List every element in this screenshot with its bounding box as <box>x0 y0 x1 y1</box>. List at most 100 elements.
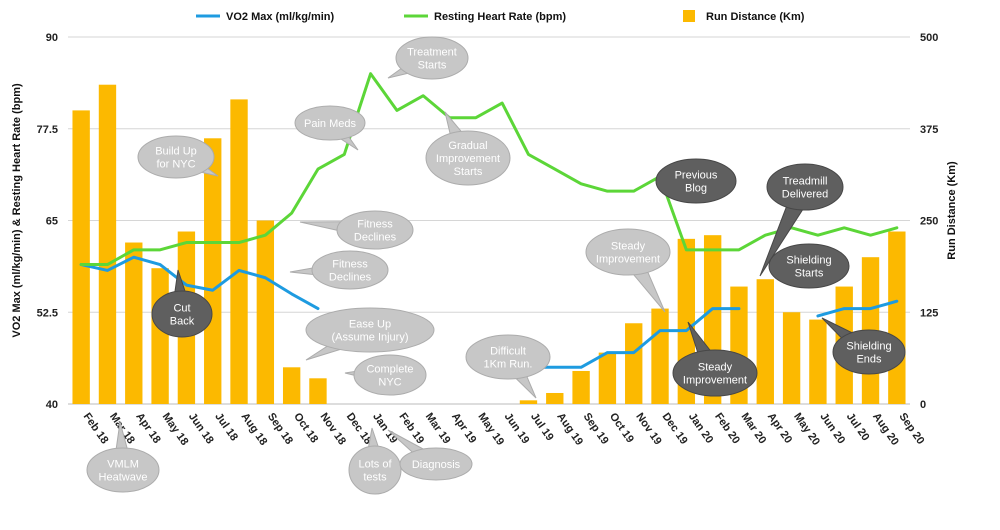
annotation-callout: Treatment Starts <box>387 36 469 80</box>
x-tick-label: Jul 19 <box>528 411 556 443</box>
x-tick-label: Jul 18 <box>212 411 240 443</box>
callout-text: Lots of tests <box>358 459 392 484</box>
run-distance-bar <box>572 370 590 404</box>
callout-text-line: Ends <box>856 354 882 366</box>
y-right-tick-label: 0 <box>920 399 926 411</box>
callout-text: Shielding Starts <box>786 255 831 280</box>
x-tick-label: Mar 20 <box>739 411 769 446</box>
run-distance-bar <box>782 312 801 404</box>
run-distance-bar <box>651 308 669 404</box>
callout-text-line: Diagnosis <box>412 459 461 471</box>
y-right-axis-title: Run Distance (Km) <box>946 161 958 260</box>
callout-text-line: Treadmill <box>783 176 828 188</box>
callout-bubble <box>137 135 215 179</box>
run-distance-bar <box>309 378 327 404</box>
y-left-tick-label: 77.5 <box>37 124 58 136</box>
callout-text: Gradual Improvement Starts <box>436 140 500 178</box>
callout-text-line: Fitness <box>357 219 393 231</box>
callout-bubble <box>348 445 402 495</box>
x-tick-label: Sep 20 <box>896 411 926 447</box>
run-distance-bar <box>230 99 248 404</box>
annotation-callout: Shielding Starts <box>768 243 850 289</box>
callout-text: Treatment Starts <box>407 47 457 72</box>
callout-bubble <box>336 210 414 250</box>
run-distance-bar <box>125 242 143 404</box>
callout-text: Ease Up (Assume Injury) <box>331 319 408 344</box>
callout-bubble <box>151 290 213 338</box>
x-tick-label: May 18 <box>160 411 191 448</box>
callout-text-line: Starts <box>795 268 824 280</box>
callout-text-line: tests <box>363 472 387 484</box>
x-tick-label: Aug 18 <box>239 411 270 448</box>
callout-text-line: VMLM <box>107 459 139 471</box>
x-tick-label: Jul 20 <box>844 411 872 443</box>
callout-bubble <box>655 158 737 204</box>
annotation-callout: Previous Blog <box>655 158 737 204</box>
y-right-tick-label: 375 <box>920 124 938 136</box>
callout-bubble <box>585 228 671 276</box>
callout-layer: Build Up for NYC Cut Back Pain Meds Treatment… <box>86 36 906 495</box>
callout-text-line: Back <box>170 316 195 328</box>
run-distance-bar <box>282 367 301 404</box>
x-tick-label: Feb 20 <box>712 411 742 446</box>
callout-bubble <box>86 447 160 493</box>
annotation-callout: Treadmill Delivered <box>759 163 844 277</box>
resting-heart-rate-line <box>79 72 899 267</box>
y-left-tick-label: 52.5 <box>37 307 58 319</box>
callout-text-line: Declines <box>354 232 397 244</box>
callout-text-line: Heatwave <box>99 472 148 484</box>
callout-text-line: Delivered <box>782 189 828 201</box>
x-tick-label: Aug 20 <box>870 411 901 448</box>
annotation-callout: Pain Meds <box>294 105 366 151</box>
annotation-callout: Lots of tests <box>348 427 402 495</box>
run-distance-bar <box>546 392 564 404</box>
x-tick-label: Dec 19 <box>660 411 690 447</box>
callout-text-line: Declines <box>329 272 372 284</box>
callout-text-line: Starts <box>454 166 483 178</box>
annotation-callout: Fitness Declines <box>289 250 389 290</box>
annotation-callout: Build Up for NYC <box>137 135 219 179</box>
callout-text-line: Starts <box>418 60 447 72</box>
callout-text-line: Cut <box>173 303 190 315</box>
callout-text-line: Difficult <box>490 346 526 358</box>
run-distance-bar <box>888 231 906 404</box>
callout-text-line: Steady <box>698 362 733 374</box>
callout-text-line: Complete <box>366 364 413 376</box>
x-tick-label: Apr 18 <box>133 411 162 446</box>
callout-bubble <box>311 250 389 290</box>
run-distance-bar <box>756 279 774 404</box>
callout-text: Shielding Ends <box>846 341 891 366</box>
callout-text-line: Build Up <box>155 146 197 158</box>
x-tick-label: Oct 18 <box>291 411 320 445</box>
callout-text-line: Treatment <box>407 47 457 59</box>
callout-bubble <box>294 105 366 141</box>
x-tick-label: Sep 18 <box>265 411 295 447</box>
run-distance-bar <box>809 319 827 404</box>
x-tick-label: May 19 <box>475 411 506 448</box>
x-tick-label: Mar 19 <box>423 411 453 446</box>
x-tick-label: Jan 20 <box>686 411 715 446</box>
callout-bubble <box>672 349 758 397</box>
annotation-callout: Gradual Improvement Starts <box>425 111 511 186</box>
callout-bubble <box>353 354 427 396</box>
callout-text-line: Ease Up <box>349 319 391 331</box>
callout-bubble <box>305 307 435 353</box>
callout-text: Steady Improvement <box>683 362 747 387</box>
callout-bubble <box>399 447 473 481</box>
vo2-max-line <box>79 255 320 311</box>
legend-swatch-run-distance <box>683 10 695 22</box>
y-right-tick-label: 125 <box>920 307 938 319</box>
callout-text: Treadmill Delivered <box>782 176 828 201</box>
vo2-max-line <box>816 299 899 318</box>
callout-text: Steady Improvement <box>596 241 660 266</box>
y-left-tick-label: 90 <box>46 32 58 44</box>
callout-text: Previous Blog <box>675 170 718 195</box>
annotation-callout: Steady Improvement <box>585 228 671 313</box>
callout-text-line: Shielding <box>786 255 831 267</box>
callout-text-line: Improvement <box>596 254 660 266</box>
run-distance-bar <box>625 323 643 404</box>
callout-text: Diagnosis <box>412 459 461 471</box>
x-tick-label: Nov 19 <box>633 411 664 447</box>
annotation-callout: Difficult 1Km Run. <box>465 334 551 399</box>
callout-text: Difficult 1Km Run. <box>484 346 533 371</box>
